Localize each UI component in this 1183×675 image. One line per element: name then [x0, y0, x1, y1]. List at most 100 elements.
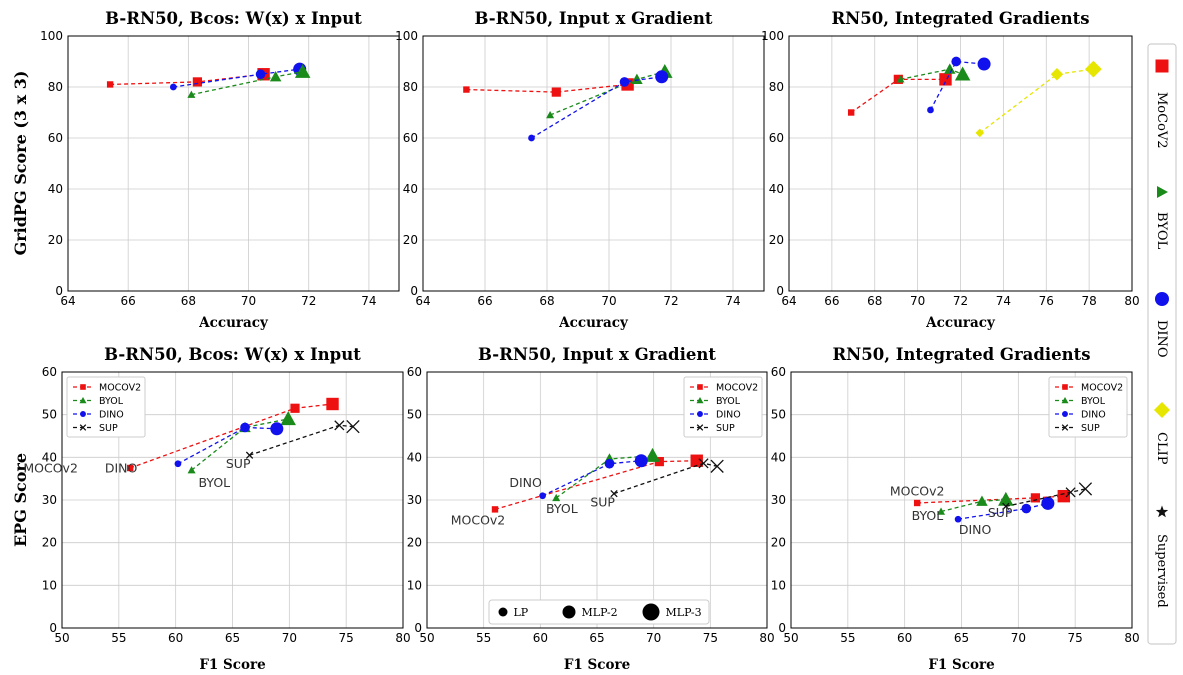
legend-marker — [1061, 424, 1069, 431]
y-tick-label: 0 — [414, 621, 422, 635]
data-point — [546, 111, 555, 119]
data-point — [1030, 493, 1040, 503]
data-point — [1078, 482, 1093, 496]
size-legend-label: LP — [514, 606, 529, 619]
plot-frame — [67, 35, 400, 292]
y-tick-label: 50 — [407, 408, 422, 422]
y-tick-label: 0 — [778, 621, 786, 635]
series-line — [191, 71, 303, 96]
series-mocov2 — [463, 78, 634, 97]
y-tick-label: 40 — [407, 450, 422, 464]
x-tick-label: 60 — [533, 631, 548, 645]
data-point — [977, 57, 991, 71]
y-tick-label: 20 — [769, 233, 784, 247]
data-point — [951, 56, 962, 67]
x-tick-label: 55 — [840, 631, 855, 645]
y-tick-label: 20 — [48, 233, 63, 247]
series-dino — [169, 62, 307, 91]
series-byol — [896, 63, 971, 83]
chart-panel-6: 50 55 60 65 70 75 80 0 10 20 30 40 50 60 RN50, Integra… — [771, 345, 1140, 673]
y-tick-label: 30 — [407, 493, 422, 507]
y-tick-label: 60 — [42, 365, 57, 379]
point-annotation: MOCOv2 — [23, 460, 78, 475]
size-legend-dot — [562, 605, 576, 619]
y-tick-label: 60 — [48, 131, 63, 145]
data-point — [539, 492, 546, 500]
data-point — [631, 73, 643, 84]
data-point — [127, 464, 134, 472]
data-point — [944, 63, 956, 74]
right-legend-clip: CLIP — [1154, 402, 1170, 465]
y-tick-label: 100 — [40, 29, 63, 43]
x-tick-label: 70 — [282, 631, 297, 645]
x-tick-label: 74 — [996, 294, 1011, 308]
legend-box — [66, 376, 146, 438]
y-tick-label: 50 — [42, 408, 57, 422]
legend-label: SUP — [1081, 423, 1100, 434]
data-point — [334, 420, 345, 431]
data-point — [269, 71, 282, 82]
plot-frame — [61, 371, 404, 629]
point-annotation: BYOL — [912, 508, 944, 523]
chart-panel-5: 50 55 60 65 70 75 80 0 10 20 30 40 50 60 B-RN50, Input… — [407, 345, 775, 673]
x-tick-label: 80 — [1124, 631, 1139, 645]
legend-marker — [697, 384, 703, 390]
data-point — [245, 451, 254, 459]
x-tick-label: 64 — [781, 294, 796, 308]
right-legend-marker — [1155, 59, 1169, 73]
data-point — [954, 515, 962, 523]
right-legend-marker — [1155, 292, 1169, 306]
legend-label: MOCOV2 — [716, 383, 758, 394]
x-tick-label: 66 — [477, 294, 492, 308]
chart-panel-2: 64 66 68 70 72 74 0 20 40 60 80 100 B-RN50, Input x … — [395, 9, 765, 331]
series-line — [466, 83, 628, 93]
series-legend: MOCOV2 BYOL DINO SUP — [66, 376, 146, 438]
data-point — [604, 458, 615, 469]
data-point — [491, 506, 499, 513]
y-tick-label: 100 — [395, 29, 418, 43]
series-dino — [539, 454, 648, 500]
x-tick-label: 80 — [395, 631, 410, 645]
chart-panel-3: 64 66 68 70 72 74 76 78 80 0 20 40 60 80 100 RN50, Inte… — [761, 9, 1140, 331]
x-tick-label: 55 — [476, 631, 491, 645]
y-tick-label: 0 — [49, 621, 57, 635]
data-point — [619, 77, 630, 87]
data-point — [187, 466, 196, 474]
size-legend: LP MLP-2 MLP-3 — [488, 599, 710, 625]
x-axis-label: F1 Score — [199, 657, 265, 673]
chart-title: B-RN50, Input x Gradient — [475, 9, 713, 28]
series-line — [110, 73, 264, 86]
point-annotation: SUP — [988, 505, 1013, 520]
x-tick-label: 70 — [241, 294, 256, 308]
series-line — [929, 60, 985, 111]
legend-marker — [696, 424, 704, 431]
right-legend-mocov2: MoCoV2 — [1154, 59, 1169, 149]
y-tick-label: 80 — [769, 80, 784, 94]
data-point — [528, 134, 535, 142]
y-tick-label: 10 — [407, 578, 422, 592]
series-dino — [528, 70, 669, 142]
x-tick-label: 68 — [539, 294, 554, 308]
data-point — [976, 495, 988, 506]
series-line — [979, 68, 1094, 134]
x-tick-label: 78 — [1081, 294, 1096, 308]
legend-label: MOCOV2 — [99, 383, 141, 394]
data-point — [644, 447, 661, 462]
point-annotation: DINO — [959, 522, 992, 537]
point-annotation: MOCOv2 — [890, 483, 945, 498]
series-byol — [187, 63, 311, 98]
series-mocov2 — [127, 397, 339, 472]
y-tick-label: 40 — [48, 182, 63, 196]
series-legend: MOCOV2 BYOL DINO SUP — [1048, 376, 1128, 438]
data-point — [255, 69, 266, 80]
legend-marker — [80, 411, 86, 417]
y-tick-label: 0 — [55, 284, 63, 298]
legend-box — [683, 376, 763, 438]
x-tick-label: 68 — [867, 294, 882, 308]
row-top-ylabel: GridPG Score (3 x 3) — [11, 71, 30, 256]
legend-label: DINO — [716, 410, 741, 421]
y-tick-label: 0 — [410, 284, 418, 298]
y-tick-label: 60 — [771, 365, 786, 379]
x-axis-label: F1 Score — [564, 657, 630, 673]
data-point — [1041, 496, 1055, 510]
